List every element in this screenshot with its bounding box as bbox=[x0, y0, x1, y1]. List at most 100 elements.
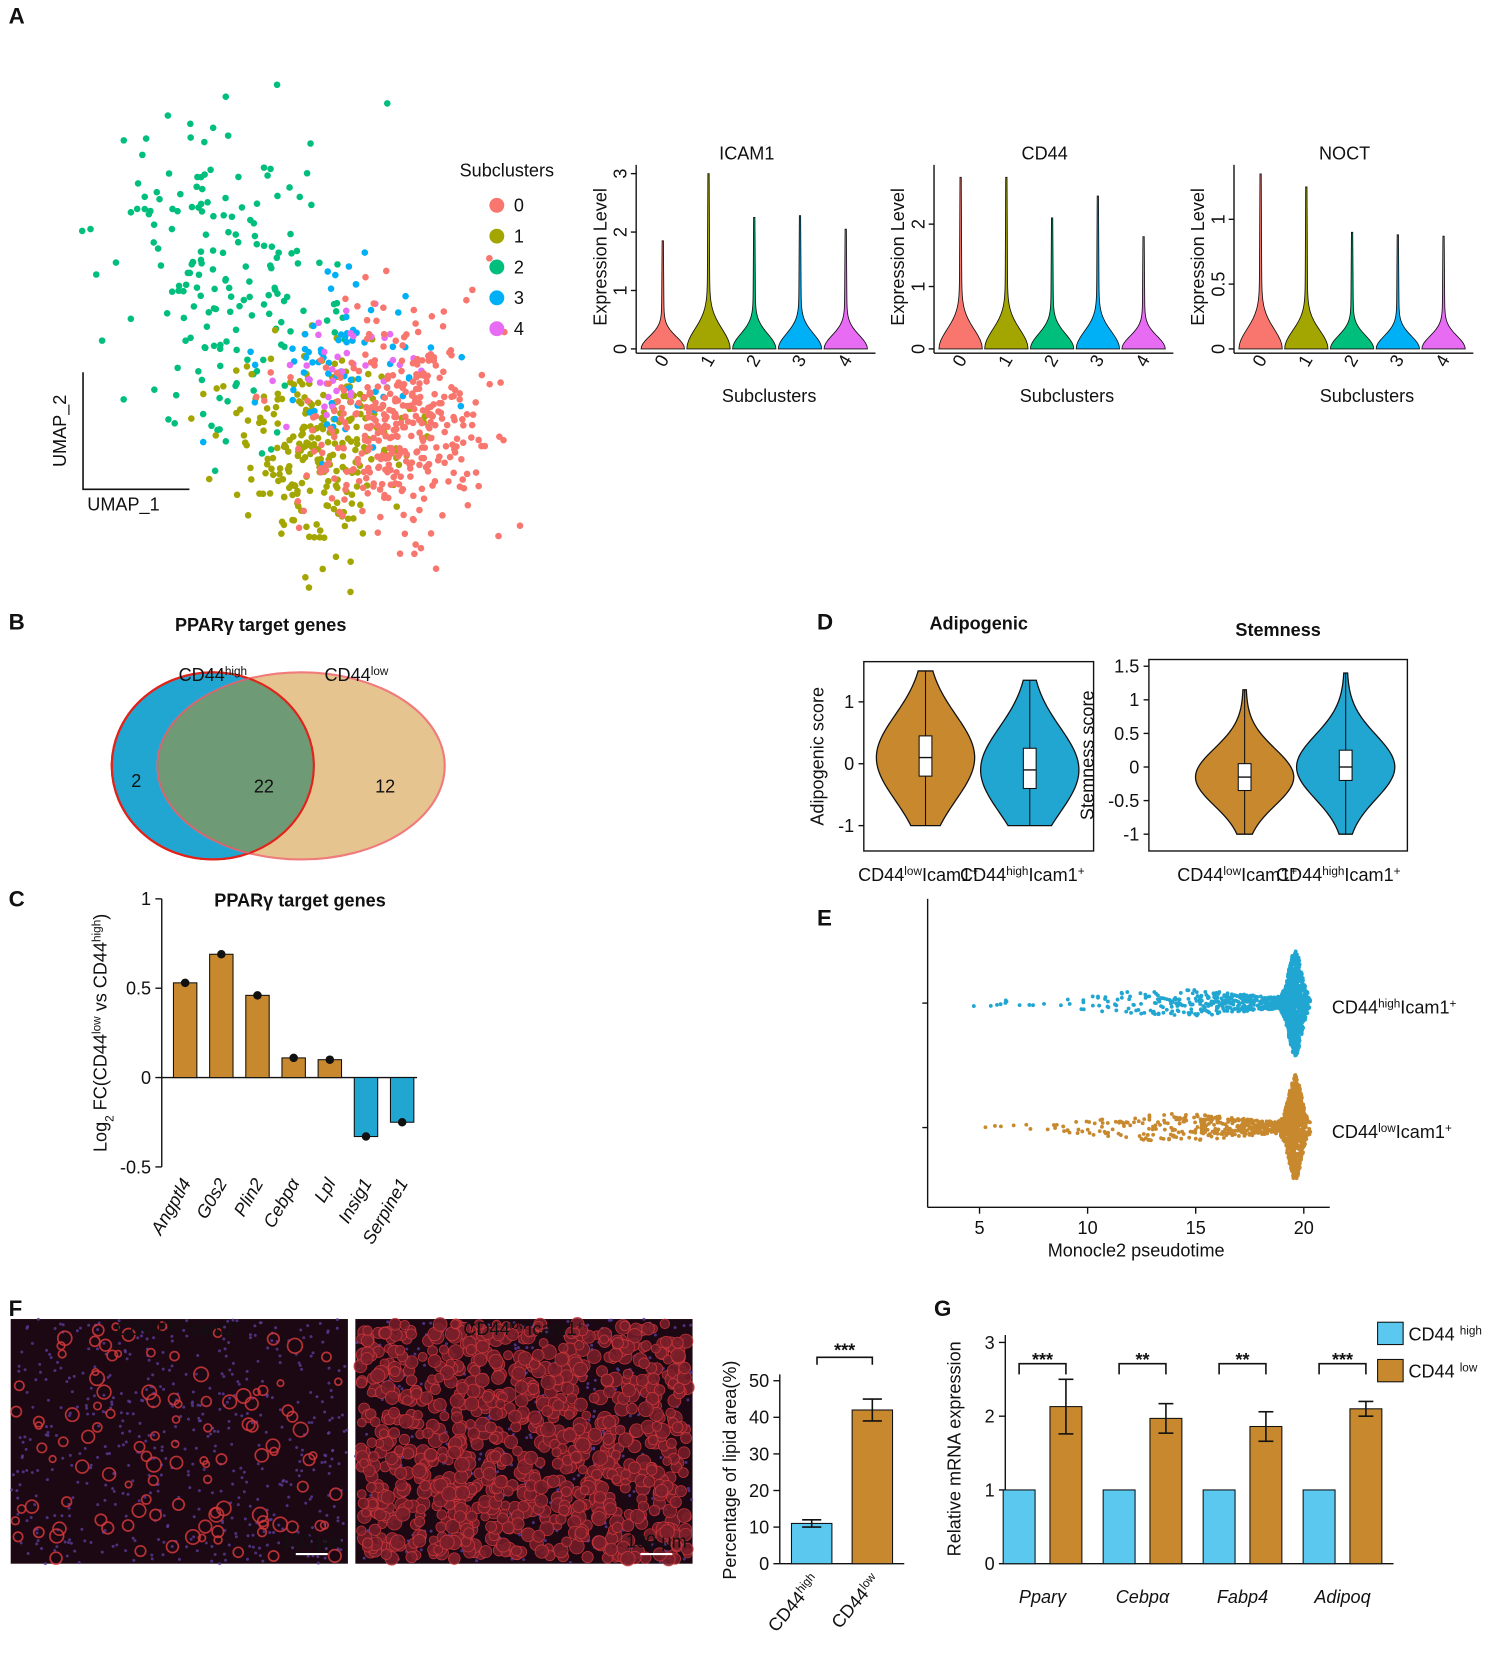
umap-point bbox=[445, 478, 452, 485]
nucleus bbox=[223, 1347, 227, 1351]
umap-point bbox=[347, 438, 355, 445]
swarm-point bbox=[1231, 1119, 1236, 1124]
y-tick-label: 2 bbox=[908, 219, 928, 229]
nucleus bbox=[218, 1349, 222, 1353]
swarm-point bbox=[1291, 1030, 1296, 1035]
umap-point bbox=[350, 515, 357, 522]
image-label: CD44highIcam1+ bbox=[116, 1318, 241, 1338]
lipid-droplet bbox=[96, 1384, 112, 1400]
scale-bar-label: 100 μm bbox=[281, 1532, 342, 1552]
y-tick-label: 3 bbox=[611, 169, 631, 179]
swarm-point bbox=[1178, 1115, 1182, 1120]
umap-point bbox=[425, 411, 432, 419]
umap-point bbox=[475, 436, 482, 444]
swarm-point bbox=[1272, 1120, 1277, 1125]
umap-point bbox=[342, 307, 350, 315]
swarm-point bbox=[1224, 1005, 1229, 1010]
umap-point bbox=[120, 396, 127, 403]
swarm-point bbox=[1181, 1010, 1186, 1015]
umap-point bbox=[165, 170, 173, 177]
umap-point bbox=[274, 192, 281, 200]
umap-point bbox=[393, 425, 400, 433]
umap-point bbox=[278, 530, 285, 537]
count-label: 2 bbox=[131, 771, 141, 791]
swarm-point bbox=[1090, 994, 1095, 999]
umap-point bbox=[319, 425, 327, 433]
swarm-point bbox=[1182, 1003, 1187, 1008]
nucleus bbox=[182, 1405, 186, 1409]
nucleus bbox=[186, 1417, 190, 1421]
swarm-point bbox=[1245, 998, 1250, 1003]
umap-point bbox=[244, 511, 252, 519]
umap-point bbox=[262, 469, 269, 477]
swarm-point bbox=[1291, 1173, 1295, 1178]
nucleus bbox=[191, 1390, 195, 1394]
umap-point bbox=[456, 390, 464, 397]
lipid-droplet bbox=[245, 1419, 259, 1433]
umap-point bbox=[171, 420, 179, 427]
nucleus bbox=[196, 1403, 200, 1407]
set-label: CD44low bbox=[324, 664, 388, 685]
swarm-point bbox=[1287, 975, 1292, 979]
umap-point bbox=[497, 379, 504, 386]
swarm-point bbox=[1256, 1120, 1261, 1124]
lipid-droplet bbox=[170, 1439, 180, 1449]
umap-point bbox=[320, 391, 327, 399]
nucleus bbox=[49, 1424, 53, 1428]
lipid-droplet bbox=[140, 1450, 153, 1463]
umap-point bbox=[180, 287, 187, 295]
swarm-point bbox=[1237, 1001, 1242, 1006]
umap-point bbox=[120, 137, 128, 144]
umap-point bbox=[186, 269, 194, 277]
nucleus bbox=[297, 1361, 301, 1365]
nucleus bbox=[653, 1333, 657, 1337]
text-part: Icam1 bbox=[1028, 865, 1077, 885]
chart-title: Adipogenic bbox=[929, 614, 1027, 634]
nucleus bbox=[327, 1472, 331, 1476]
nucleus bbox=[586, 1382, 590, 1386]
swarm-point bbox=[1296, 1128, 1301, 1133]
swarm-point bbox=[1124, 1009, 1129, 1014]
umap-point bbox=[405, 374, 413, 381]
lipid-droplet bbox=[140, 1494, 152, 1505]
lipid-droplet bbox=[184, 1528, 201, 1545]
nucleus bbox=[288, 1438, 292, 1442]
umap-point bbox=[303, 472, 311, 479]
nucleus bbox=[121, 1431, 125, 1435]
micrograph bbox=[10, 1319, 348, 1564]
umap-point bbox=[242, 263, 250, 270]
swarm-point bbox=[1100, 1124, 1104, 1129]
swarm-point bbox=[1252, 998, 1256, 1003]
nucleus bbox=[30, 1471, 34, 1475]
swarm-point bbox=[1209, 1134, 1214, 1139]
nucleus bbox=[593, 1378, 597, 1382]
lipid-droplet bbox=[141, 1384, 158, 1401]
nucleus bbox=[69, 1541, 73, 1545]
umap-point bbox=[389, 407, 397, 415]
nucleus bbox=[416, 1347, 420, 1351]
umap-point bbox=[343, 424, 351, 431]
nucleus bbox=[89, 1386, 93, 1390]
umap-point bbox=[392, 337, 400, 345]
umap-point bbox=[250, 219, 258, 227]
nucleus bbox=[297, 1474, 301, 1478]
umap-point bbox=[361, 393, 368, 401]
text-part: high bbox=[1322, 864, 1344, 877]
nucleus bbox=[258, 1554, 262, 1558]
group-label: CD44highIcam1+ bbox=[1332, 997, 1457, 1018]
lipid-droplet bbox=[32, 1415, 45, 1428]
umap-point bbox=[418, 357, 426, 364]
swarm-point bbox=[1080, 1129, 1085, 1134]
nucleus bbox=[210, 1491, 214, 1495]
swarm-point bbox=[1167, 1137, 1171, 1142]
nucleus bbox=[121, 1419, 125, 1423]
swarm-point bbox=[1264, 1124, 1268, 1128]
swarm-point bbox=[1285, 979, 1289, 983]
swarm-point bbox=[1062, 1129, 1067, 1134]
lipid-droplet bbox=[157, 1321, 168, 1332]
venn-overlap bbox=[157, 672, 314, 860]
nucleus bbox=[87, 1347, 91, 1351]
nucleus bbox=[159, 1473, 163, 1477]
swarm-point bbox=[1103, 1131, 1108, 1136]
nucleus bbox=[329, 1388, 333, 1392]
